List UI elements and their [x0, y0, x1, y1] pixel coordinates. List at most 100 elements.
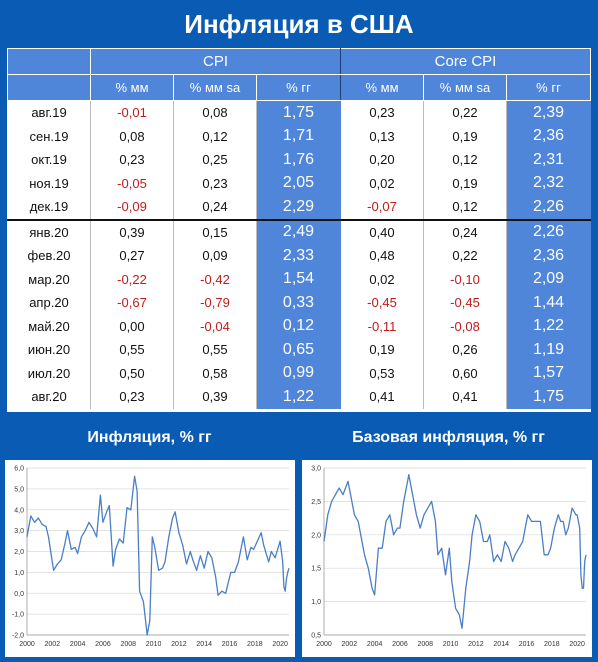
y-tick-label: 0,0: [14, 591, 24, 598]
row-label: июл.20: [7, 361, 91, 385]
table-row: май.20 0,00 -0,04 0,12 -0,11 -0,08 1,22: [7, 314, 592, 338]
col-header: % гг: [256, 74, 341, 101]
y-tick-label: 0,5: [311, 633, 321, 640]
x-tick-label: 2004: [70, 641, 86, 648]
table-row: апр.20 -0,67 -0,79 0,33 -0,45 -0,45 1,44: [7, 291, 592, 315]
table-row: сен.19 0,08 0,12 1,71 0,13 0,19 2,36: [7, 124, 592, 148]
table-row: июл.20 0,50 0,58 0,99 0,53 0,60 1,57: [7, 361, 592, 385]
chart-panel-inflation: -2,0 -1,0 0,0 1,0 2,0 3,0 4,0 5,0 6,0 2000 2002 200…: [5, 460, 295, 657]
y-tick-label: 2,5: [311, 499, 321, 506]
y-tick-label: 3,0: [14, 528, 24, 535]
cell-cpi-yy: 0,33: [256, 291, 341, 315]
cell-core-mm: 0,02: [340, 267, 424, 291]
x-tick-label: 2014: [493, 641, 509, 648]
y-tick-label: 4,0: [14, 507, 24, 514]
cell-core-mm-sa: 0,60: [423, 361, 507, 385]
cell-core-mm-sa: 0,22: [423, 244, 507, 268]
group-header-cpi: CPI: [90, 48, 341, 75]
cell-cpi-yy: 2,33: [256, 244, 341, 268]
page-title: Инфляция в США: [184, 9, 414, 39]
row-label: янв.20: [7, 219, 91, 244]
x-tick-label: 2012: [171, 641, 187, 648]
cell-cpi-mm-sa: 0,15: [173, 219, 257, 244]
inflation-table: CPI Core CPI % мм % мм sa % гг % мм % мм…: [7, 48, 592, 412]
cell-cpi-mm: 0,23: [90, 385, 174, 409]
row-label: окт.19: [7, 148, 91, 172]
y-tick-label: 5,0: [14, 486, 24, 493]
row-label: дек.19: [7, 195, 91, 221]
cell-core-yy: 2,26: [505, 219, 592, 244]
header-corner: [7, 48, 91, 75]
cell-core-mm-sa: 0,22: [423, 100, 507, 125]
cell-core-yy: 2,09: [505, 267, 592, 291]
cell-core-yy: 2,36: [505, 124, 592, 148]
chart-title-core-inflation: Базовая инфляция, % гг: [352, 429, 545, 446]
row-label: апр.20: [7, 291, 91, 315]
cell-cpi-yy: 0,65: [256, 338, 341, 362]
col-header: % гг: [505, 74, 592, 101]
cell-core-mm: 0,13: [340, 124, 424, 148]
cell-cpi-mm: 0,50: [90, 361, 174, 385]
cell-cpi-mm: 0,00: [90, 314, 174, 338]
cell-core-mm: 0,40: [340, 219, 424, 244]
cell-cpi-mm: -0,09: [90, 195, 174, 221]
cell-core-mm-sa: 0,26: [423, 338, 507, 362]
cell-core-mm-sa: 0,19: [423, 171, 507, 195]
cell-core-yy: 1,57: [505, 361, 592, 385]
x-tick-label: 2012: [468, 641, 484, 648]
x-tick-label: 2010: [146, 641, 162, 648]
table-row: дек.19 -0,09 0,24 2,29 -0,07 0,12 2,26: [7, 195, 592, 221]
cell-core-mm: 0,19: [340, 338, 424, 362]
x-tick-label: 2000: [316, 641, 332, 648]
table-row: авг.20 0,23 0,39 1,22 0,41 0,41 1,75: [7, 385, 592, 409]
cell-cpi-yy: 2,05: [256, 171, 341, 195]
cell-core-yy: 1,22: [505, 314, 592, 338]
y-tick-label: -1,0: [12, 612, 24, 619]
y-tick-label: 2,0: [14, 549, 24, 556]
cell-core-mm-sa: 0,24: [423, 219, 507, 244]
col-header: % мм: [90, 74, 174, 101]
cell-cpi-yy: 1,76: [256, 148, 341, 172]
cell-cpi-mm-sa: 0,23: [173, 171, 257, 195]
row-label: май.20: [7, 314, 91, 338]
x-tick-label: 2000: [19, 641, 35, 648]
cell-cpi-yy: 1,54: [256, 267, 341, 291]
cell-cpi-yy: 0,12: [256, 314, 341, 338]
cell-cpi-mm-sa: -0,42: [173, 267, 257, 291]
row-label: мар.20: [7, 267, 91, 291]
cell-core-yy: 1,44: [505, 291, 592, 315]
cell-cpi-yy: 2,29: [256, 195, 341, 221]
row-label: сен.19: [7, 124, 91, 148]
row-label: июн.20: [7, 338, 91, 362]
x-tick-label: 2002: [342, 641, 358, 648]
x-tick-label: 2006: [95, 641, 111, 648]
table-row: июн.20 0,55 0,55 0,65 0,19 0,26 1,19: [7, 338, 592, 362]
cell-cpi-mm-sa: 0,08: [173, 100, 257, 125]
table-row: мар.20 -0,22 -0,42 1,54 0,02 -0,10 2,09: [7, 267, 592, 291]
cell-cpi-mm-sa: 0,39: [173, 385, 257, 409]
cell-cpi-mm: 0,08: [90, 124, 174, 148]
table-row: окт.19 0,23 0,25 1,76 0,20 0,12 2,31: [7, 148, 592, 172]
cell-core-yy: 2,31: [505, 148, 592, 172]
series-line: [26, 475, 290, 636]
y-tick-label: -2,0: [12, 633, 24, 640]
cell-cpi-yy: 1,22: [256, 385, 341, 409]
x-tick-label: 2004: [367, 641, 383, 648]
x-tick-label: 2006: [392, 641, 408, 648]
cell-core-mm-sa: 0,12: [423, 148, 507, 172]
row-label: авг.19: [7, 100, 91, 125]
x-tick-label: 2018: [247, 641, 263, 648]
inflation-chart: -2,0 -1,0 0,0 1,0 2,0 3,0 4,0 5,0 6,0 2000 2002 200…: [12, 466, 290, 648]
cell-cpi-yy: 1,71: [256, 124, 341, 148]
col-header: % мм: [340, 74, 424, 101]
cell-cpi-mm-sa: 0,58: [173, 361, 257, 385]
row-label: ноя.19: [7, 171, 91, 195]
cell-cpi-mm: 0,39: [90, 219, 174, 244]
cell-cpi-mm: 0,55: [90, 338, 174, 362]
x-tick-label: 2014: [196, 641, 212, 648]
cell-core-mm: -0,07: [340, 195, 424, 221]
y-tick-label: 1,5: [311, 566, 321, 573]
cell-core-mm: 0,23: [340, 100, 424, 125]
chart-panel-core-inflation: 0,5 1,0 1,5 2,0 2,5 3,0 2000 2002 2004 2006 2008 20…: [302, 460, 592, 657]
table-row: янв.20 0,39 0,15 2,49 0,40 0,24 2,26: [7, 219, 592, 244]
